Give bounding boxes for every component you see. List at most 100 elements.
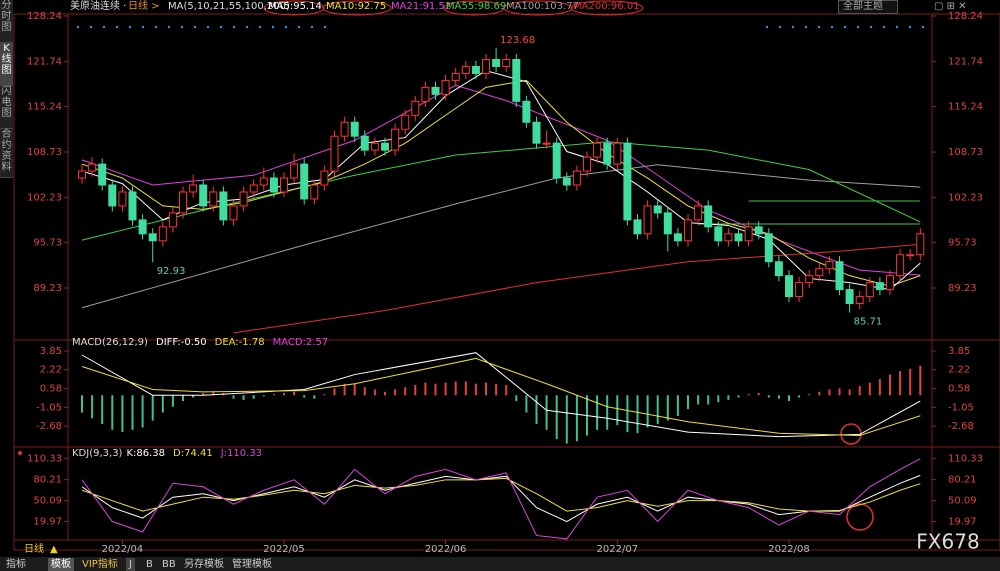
- x-tick-label: 2022/08: [768, 544, 810, 555]
- candle-body: [421, 86, 430, 102]
- y-tick-label: 2.22: [40, 365, 62, 376]
- marker-dot: [323, 25, 327, 29]
- candle-body: [461, 65, 470, 74]
- sidebar-tab[interactable]: K线图: [0, 43, 13, 86]
- legend-entry: K:86.38: [126, 448, 165, 459]
- x-tick-label: 2022/06: [425, 544, 467, 555]
- marker-dot: [791, 25, 795, 29]
- candle-body: [239, 191, 248, 207]
- footer-tab[interactable]: B: [146, 559, 153, 570]
- marker-dot: [804, 25, 808, 29]
- candle-body: [684, 219, 692, 242]
- candle-body: [229, 205, 238, 221]
- y-tick-label: 50.09: [33, 496, 62, 507]
- y-tick-label: 128.24: [27, 11, 62, 22]
- marker-dot: [882, 25, 886, 29]
- indicator-line: [81, 352, 921, 438]
- candle-body: [441, 79, 450, 95]
- y-tick-label: 80.21: [948, 475, 977, 486]
- candle-body: [896, 254, 905, 277]
- candle-body: [542, 142, 551, 145]
- legend-entry: DEA:-1.78: [215, 337, 265, 348]
- footer-tab[interactable]: 管理模板: [232, 559, 272, 570]
- marker-dot: [102, 25, 106, 29]
- footer-tab[interactable]: 指标: [6, 559, 26, 570]
- x-tick-label: 2022/07: [597, 544, 639, 555]
- indicator-line: [81, 79, 921, 287]
- candle-body: [855, 296, 864, 305]
- y-tick-label: -1.05: [36, 402, 62, 413]
- window-controls[interactable]: ▢ ⊞ ✕: [934, 1, 967, 12]
- candle-body: [350, 121, 359, 137]
- candle-body: [845, 289, 854, 305]
- highlight-ring: [322, 0, 392, 16]
- footer-tab[interactable]: 模板: [48, 558, 74, 571]
- candle-body: [835, 261, 844, 291]
- candle-body: [168, 212, 177, 228]
- candle-body: [583, 156, 591, 172]
- marker-dot: [869, 25, 873, 29]
- marker-dot: [232, 25, 236, 29]
- indicator-line: [233, 243, 921, 334]
- x-tick-label: 2022/04: [102, 544, 144, 555]
- marker-dot: [128, 25, 132, 29]
- panel-title: MACD(26,12,9): [72, 337, 148, 348]
- candle-body: [471, 65, 480, 74]
- marker-dot: [817, 25, 821, 29]
- candle-body: [603, 142, 612, 165]
- marker-dot: [154, 25, 158, 29]
- candle-body: [219, 191, 228, 221]
- candle-body: [805, 275, 814, 284]
- sidebar-tab[interactable]: 闪电图: [0, 86, 13, 129]
- candle-body: [916, 233, 925, 256]
- ma-title: MA(5,10,21,55,100,200): [168, 1, 290, 12]
- candle-body: [118, 191, 127, 207]
- sidebar-tab[interactable]: 合约资料: [0, 129, 13, 178]
- candle-body: [290, 163, 299, 179]
- period-link[interactable]: 日线 >: [128, 1, 160, 12]
- candle-body: [209, 191, 218, 207]
- candle-body: [593, 142, 602, 158]
- footer-tab[interactable]: J: [126, 558, 135, 571]
- marker-dot: [245, 25, 249, 29]
- legend-entry: J:110.33: [220, 448, 262, 459]
- candle-body: [694, 205, 703, 221]
- footer-tab[interactable]: 另存模板: [184, 559, 224, 570]
- y-tick-label: 0.58: [948, 384, 970, 395]
- candle-body: [653, 205, 662, 214]
- y-tick-label: 121.74: [27, 56, 62, 67]
- candle-body: [754, 226, 763, 235]
- y-tick-label: 80.21: [33, 475, 62, 486]
- marker-dot: [297, 25, 301, 29]
- y-tick-label: 115.24: [27, 102, 62, 113]
- candle-body: [269, 177, 278, 193]
- theme-dropdown[interactable]: 全部主题: [838, 0, 898, 14]
- candle-body: [78, 170, 86, 179]
- sidebar-tab[interactable]: 分时图: [0, 0, 13, 43]
- candle-body: [401, 114, 410, 130]
- y-tick-label: 128.24: [948, 11, 983, 22]
- legend-entry: MACD:2.57: [273, 337, 329, 348]
- candle-body: [724, 233, 733, 242]
- y-tick-label: 95.73: [33, 238, 62, 249]
- marker-dot: [778, 25, 782, 29]
- candle-body: [532, 121, 541, 144]
- candle-body: [320, 170, 329, 186]
- y-tick-label: 110.33: [948, 454, 983, 465]
- candle-body: [795, 282, 804, 298]
- y-tick-label: 102.23: [27, 192, 62, 203]
- indicator-line: [81, 141, 921, 241]
- indicator-line: [81, 458, 921, 540]
- y-tick-label: 89.23: [33, 283, 62, 294]
- candle-body: [522, 100, 531, 123]
- y-tick-label: 19.97: [33, 517, 62, 528]
- legend-entry: MA5:95.14: [268, 1, 322, 12]
- indicator-line: [81, 164, 921, 309]
- footer-tab[interactable]: VIP指标: [82, 559, 118, 570]
- candle-body: [259, 177, 268, 186]
- footer-tab[interactable]: BB: [162, 559, 176, 570]
- candle-body: [875, 282, 884, 291]
- marker-dot: [115, 25, 119, 29]
- candle-body: [98, 163, 107, 186]
- marker-dot: [206, 25, 210, 29]
